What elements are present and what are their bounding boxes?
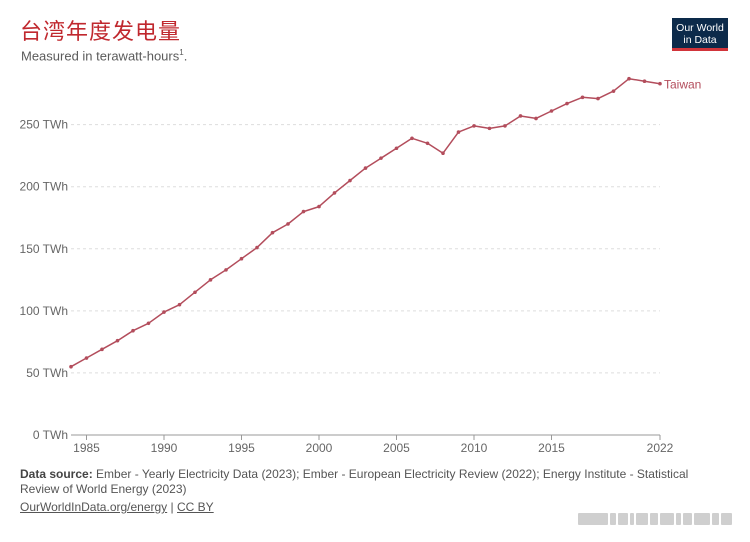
x-tick-label: 2022	[647, 441, 674, 455]
data-point	[100, 347, 104, 352]
data-point	[162, 310, 166, 314]
data-point	[115, 338, 120, 343]
data-point	[332, 191, 337, 195]
series-line-taiwan	[70, 77, 661, 368]
data-point	[255, 245, 259, 250]
data-point	[487, 126, 492, 131]
y-tick-label: 0 TWh	[33, 428, 68, 442]
data-point	[286, 222, 290, 226]
data-point	[177, 302, 182, 307]
data-point	[658, 81, 662, 86]
subtitle-footnote-marker: 1	[179, 48, 184, 57]
data-point	[627, 76, 631, 81]
x-tick-label: 1985	[73, 441, 100, 455]
data-point	[534, 116, 538, 121]
chart-title: 台湾年度发电量	[20, 20, 182, 45]
watermark-image	[578, 512, 738, 526]
data-point	[379, 156, 383, 160]
data-point	[317, 204, 321, 209]
data-point	[348, 178, 352, 183]
x-tick-label: 2000	[306, 441, 333, 455]
source-text: Ember - Yearly Electricity Data (2023); …	[20, 467, 689, 496]
y-tick-label: 250 TWh	[20, 118, 68, 132]
data-point	[425, 141, 430, 146]
data-point	[84, 356, 89, 360]
y-tick-label: 50 TWh	[26, 366, 68, 380]
x-tick-label: 2015	[538, 441, 565, 455]
series-label: Taiwan	[664, 78, 701, 92]
data-point	[596, 96, 600, 101]
data-point	[131, 328, 135, 333]
x-tick-label: 1990	[151, 441, 178, 455]
data-point	[441, 151, 445, 156]
x-tick-label: 2005	[383, 441, 410, 455]
x-tick-label: 1995	[228, 441, 255, 455]
data-point	[69, 364, 73, 369]
source-label: Data source:	[20, 467, 93, 481]
data-point	[611, 89, 616, 93]
x-tick-label: 2010	[461, 441, 488, 455]
data-point	[301, 209, 306, 214]
owid-energy-link[interactable]: OurWorldInData.org/energy	[20, 500, 168, 514]
data-point	[549, 109, 554, 113]
subtitle-text: Measured in terawatt-hours	[21, 48, 180, 64]
source-line: Data source: Ember - Yearly Electricity …	[20, 467, 720, 497]
data-point	[503, 124, 507, 128]
owid-logo[interactable]: Our World in Data	[672, 18, 728, 51]
grid-layer	[71, 124, 660, 374]
data-point	[456, 130, 461, 134]
link-separator: |	[170, 500, 174, 514]
data-point	[270, 230, 275, 235]
data-point	[580, 95, 585, 100]
data-point	[472, 124, 476, 128]
data-point	[642, 79, 647, 84]
footer-links: OurWorldInData.org/energy | CC BY	[20, 500, 720, 515]
data-point	[208, 278, 213, 282]
chart-footer: Data source: Ember - Yearly Electricity …	[20, 467, 720, 515]
data-point	[239, 256, 244, 261]
y-tick-label: 200 TWh	[20, 180, 68, 194]
data-point	[363, 166, 368, 170]
chart-subtitle: Measured in terawatt-hours1.	[21, 48, 188, 64]
y-tick-label: 150 TWh	[20, 242, 68, 256]
data-point	[518, 114, 523, 118]
data-point	[565, 101, 569, 106]
license-link[interactable]: CC BY	[177, 500, 214, 514]
data-point	[224, 268, 228, 272]
data-point	[193, 290, 197, 295]
axis-layer: 0 TWh 50 TWh 100 TWh 150 TWh 200 TWh 250 TWh 1…	[20, 118, 674, 455]
y-tick-label: 100 TWh	[20, 304, 68, 318]
series-layer: Taiwan	[69, 76, 701, 369]
data-point	[146, 321, 151, 326]
data-point	[410, 136, 414, 141]
data-point	[394, 146, 399, 151]
